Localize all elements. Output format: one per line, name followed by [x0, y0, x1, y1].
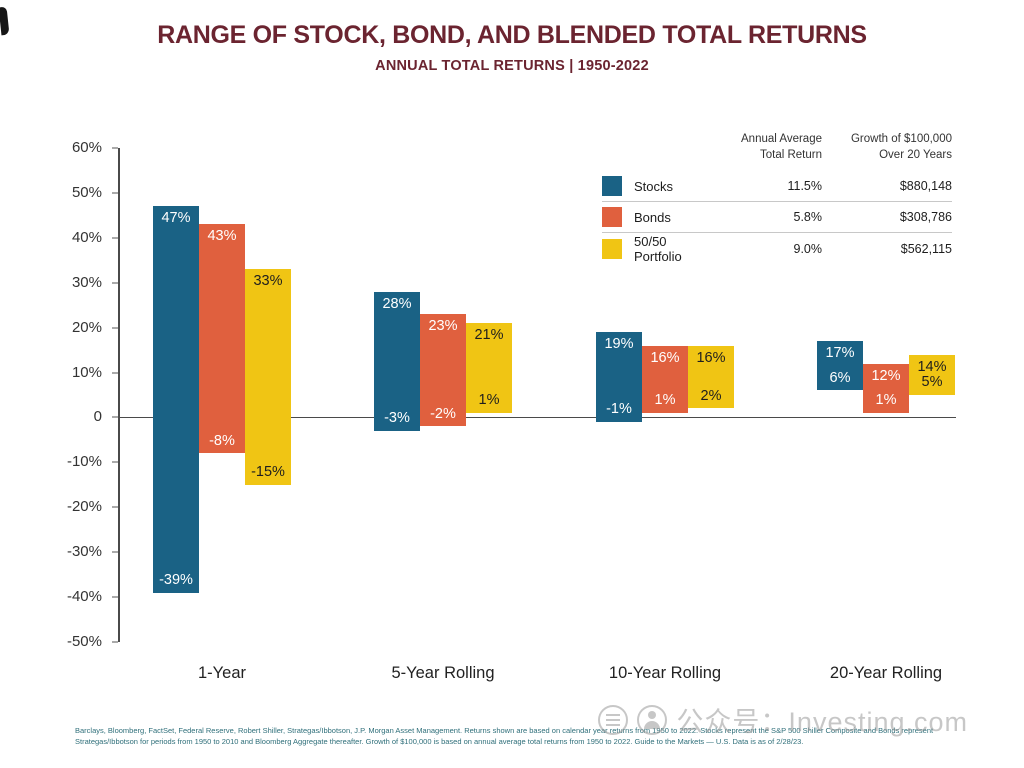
- legend-label-5050: 50/50 Portfolio: [634, 233, 682, 264]
- y-tick-label-60: 60%: [71, 139, 102, 157]
- watermark: 公众号：Investing.com: [598, 700, 968, 739]
- y-tick-label--10: -10%: [66, 453, 102, 471]
- bar-min-label: -1%: [606, 401, 632, 418]
- stocks-swatch: [602, 176, 622, 197]
- bar-min-label: 2%: [700, 387, 722, 404]
- chart-title: RANGE OF STOCK, BOND, AND BLENDED TOTAL …: [157, 21, 867, 49]
- bar-min-label: -8%: [209, 432, 235, 449]
- bar-stocks-1-year: 47% -39%: [153, 206, 199, 593]
- bar-max-label: 19%: [604, 336, 634, 353]
- bar-max-label: 14%: [917, 358, 947, 375]
- y-axis-line: [118, 148, 120, 642]
- chart-subtitle: ANNUAL TOTAL RETURNS | 1950-2022: [375, 58, 649, 74]
- bar-max-label: 43%: [207, 228, 237, 245]
- y-tick-label-10: 10%: [71, 363, 102, 381]
- bar-stocks-10-year-rolling: 19% -1%: [596, 332, 642, 422]
- legend-return-header: Annual Average Total Return: [741, 133, 822, 162]
- bar-stocks-5-year-rolling: 28% -3%: [374, 291, 420, 431]
- bar-min-label: 1%: [478, 392, 500, 409]
- bar-stocks-20-year-rolling: 17% 6%: [817, 341, 863, 391]
- bar-50-50-portfolio-1-year: 33% -15%: [245, 269, 291, 485]
- y-axis: 60% 50% 40% 30% 20% 10% 0 -10% -20% -30% -40% -50%: [0, 139, 118, 650]
- bar-min-label: -15%: [251, 464, 285, 481]
- legend-row-5050: 50/50 Portfolio 9.0% $562,115: [602, 233, 952, 264]
- bar-max-label: 12%: [871, 367, 901, 384]
- bar-bonds-5-year-rolling: 23% -2%: [420, 314, 466, 427]
- bar-max-label: 47%: [161, 210, 191, 227]
- profile-circle-icon: [637, 704, 668, 735]
- bar-50-50-portfolio-20-year-rolling: 14% 5%: [909, 354, 955, 395]
- legend-row-bonds: Bonds 5.8% $308,786: [602, 202, 952, 234]
- x-axis-labels: 1-Year 5-Year Rolling 10-Year Rolling 20-Ye…: [118, 664, 956, 690]
- bar-bonds-1-year: 43% -8%: [199, 224, 245, 454]
- y-tick-mark-0: [112, 416, 118, 418]
- portfolio-5050-swatch: [602, 238, 622, 259]
- legend-header: Annual Average Total Return Growth of $1…: [602, 131, 952, 171]
- y-tick-mark--30: [112, 551, 118, 553]
- bar-min-label: -2%: [430, 405, 456, 422]
- bar-min-label: -3%: [384, 410, 410, 427]
- watermark-text: 公众号：Investing.com: [676, 707, 968, 737]
- y-tick-mark--10: [112, 461, 118, 463]
- legend-return-5050: 9.0%: [793, 241, 823, 256]
- bonds-swatch: [602, 207, 622, 228]
- bar-50-50-portfolio-10-year-rolling: 16% 2%: [688, 345, 734, 409]
- y-tick-label-50: 50%: [71, 184, 102, 202]
- y-tick-mark--20: [112, 506, 118, 508]
- bar-max-label: 16%: [650, 349, 680, 366]
- y-tick-mark--50: [112, 641, 118, 643]
- legend-growth-header: Growth of $100,000 Over 20 Years: [850, 133, 952, 162]
- legend-label-bonds: Bonds: [634, 209, 671, 225]
- x-axis-label-20-year-rolling: 20-Year Rolling: [829, 664, 943, 682]
- y-tick-label-20: 20%: [71, 318, 102, 336]
- legend-label-stocks: Stocks: [634, 178, 674, 194]
- bar-max-label: 21%: [474, 327, 504, 344]
- legend-return-stocks: 11.5%: [787, 179, 822, 194]
- bar-max-label: 23%: [428, 318, 458, 335]
- bar-bonds-10-year-rolling: 16% 1%: [642, 345, 688, 413]
- bar-min-label: 1%: [875, 392, 897, 409]
- legend-growth-stocks: $880,148: [899, 179, 952, 194]
- y-tick-mark-40: [112, 237, 118, 239]
- bar-min-label: -39%: [159, 572, 193, 589]
- y-tick-mark-60: [112, 147, 118, 149]
- y-tick-label-40: 40%: [71, 228, 102, 246]
- bar-min-label: 1%: [654, 392, 676, 409]
- bar-min-label: 5%: [921, 374, 943, 391]
- y-tick-label--50: -50%: [66, 633, 102, 651]
- legend-growth-5050: $562,115: [900, 241, 952, 256]
- legend-row-stocks: Stocks 11.5% $880,148: [602, 171, 952, 203]
- y-tick-label--20: -20%: [66, 498, 102, 516]
- bar-max-label: 16%: [696, 349, 726, 366]
- footnote: Barclays, Bloomberg, FactSet, Federal Re…: [75, 726, 934, 746]
- y-tick-label-0: 0: [93, 408, 102, 426]
- plot-area: 47% -39% 43% -8% 33% -15% 28% -3% 23% -2% 21% 1% 19%…: [118, 148, 956, 642]
- bar-max-label: 17%: [825, 345, 855, 362]
- y-tick-label-30: 30%: [71, 273, 102, 291]
- legend-table: Annual Average Total Return Growth of $1…: [602, 131, 952, 264]
- y-tick-mark-30: [112, 282, 118, 284]
- zero-line: [118, 416, 956, 419]
- bar-min-label: 6%: [829, 369, 851, 386]
- bar-max-label: 33%: [253, 273, 283, 290]
- bar-50-50-portfolio-5-year-rolling: 21% 1%: [466, 323, 512, 413]
- x-axis-label-1-year: 1-Year: [197, 664, 246, 682]
- legend-growth-bonds: $308,786: [899, 210, 952, 225]
- menu-circle-icon: [598, 704, 629, 735]
- x-axis-label-5-year-rolling: 5-Year Rolling: [391, 664, 495, 682]
- y-tick-mark--40: [112, 596, 118, 598]
- y-tick-mark-20: [112, 327, 118, 329]
- bar-max-label: 28%: [382, 295, 412, 312]
- y-tick-mark-10: [112, 372, 118, 374]
- y-tick-label--30: -30%: [66, 543, 102, 561]
- y-tick-mark-50: [112, 192, 118, 194]
- legend-return-bonds: 5.8%: [793, 210, 823, 225]
- y-tick-label--40: -40%: [66, 588, 102, 606]
- x-axis-label-10-year-rolling: 10-Year Rolling: [608, 664, 722, 682]
- bar-bonds-20-year-rolling: 12% 1%: [863, 363, 909, 413]
